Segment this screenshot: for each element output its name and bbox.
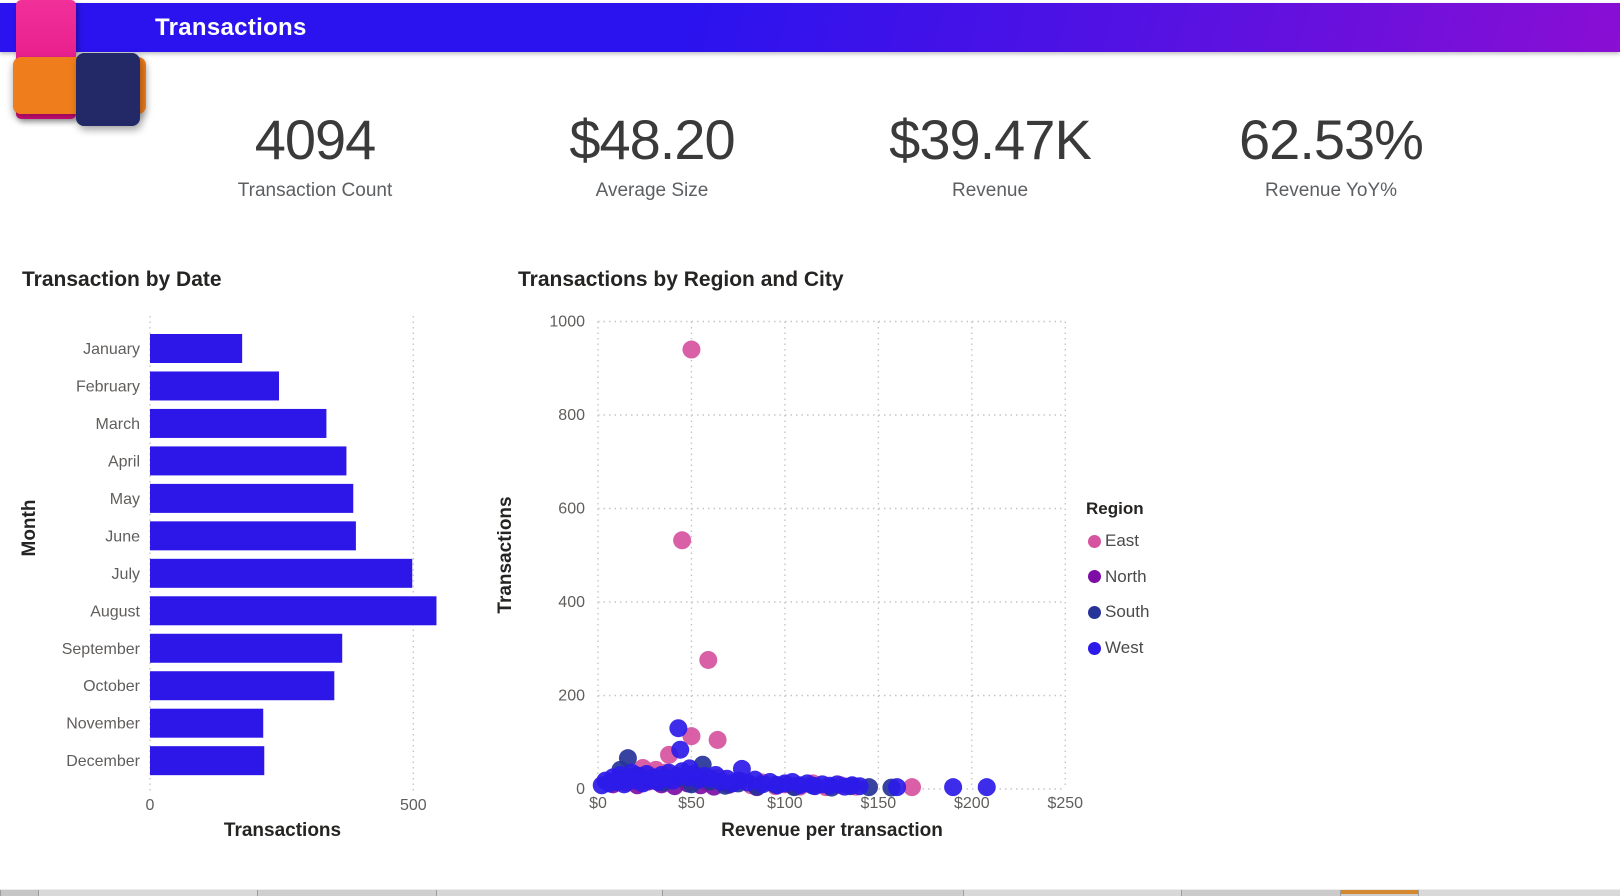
strip-segment-orange [1340,890,1418,896]
scatter-point-east[interactable] [699,650,718,669]
legend-label: West [1105,638,1144,658]
scatter-point-west[interactable] [669,719,688,738]
bar-august[interactable] [150,596,437,626]
scatter-y-tick: 600 [558,501,585,518]
kpi-value: 4094 [254,108,377,171]
bar-category-label: August [90,603,140,620]
kpi-label: Transaction Count [237,180,393,201]
legend-label: East [1105,531,1140,550]
scatter-point-east[interactable] [682,727,701,746]
logo-navy-square [76,53,140,126]
bar-november[interactable] [150,708,264,738]
bar-may[interactable] [150,483,354,513]
scatter-y-tick: 800 [558,407,585,424]
page-title: Transactions [155,13,307,41]
bar-june[interactable] [150,521,356,551]
scatter-y-tick: 0 [576,781,585,798]
scatter-x-tick: $100 [767,795,803,812]
bar-category-label: January [83,341,140,358]
bar-category-label: July [112,566,140,583]
legend-dot-icon [1088,534,1101,548]
scatter-x-axis-title: Revenue per transaction [721,820,943,841]
kpi-value: 62.53% [1239,108,1424,171]
bottom-content-edge-strip [0,889,1620,896]
bar-march[interactable] [150,408,327,438]
legend-title: Region [1086,499,1144,518]
strip-segment [38,890,257,896]
bar-category-label: March [96,416,140,433]
strip-segment [0,890,38,896]
bar-july[interactable] [150,558,413,588]
scatter-x-tick: $200 [954,795,990,812]
scatter-point-east[interactable] [682,340,701,359]
scatter-plot[interactable]: 1000 800 600 400 200 0$0 $50 $100 $150 $200 $250 [490,260,1200,870]
legend-dot-icon [1088,641,1101,655]
kpi-card-transaction-count[interactable]: 4094 Transaction Count [145,108,485,202]
legend-dot-icon [1088,605,1101,619]
kpi-card-revenue[interactable]: $39.47K Revenue [820,108,1160,202]
kpi-label: Revenue YoY% [1264,180,1398,201]
bar-category-label: December [66,753,140,770]
legend-item-north[interactable]: North [1088,567,1147,587]
bar-december[interactable] [150,746,265,776]
scatter-point-east[interactable] [902,778,921,797]
bar-april[interactable] [150,446,347,476]
bar-february[interactable] [150,371,280,401]
bar-september[interactable] [150,633,343,663]
kpi-value: $48.20 [569,108,735,171]
legend-dot-icon [1088,570,1101,584]
strip-segment [257,890,436,896]
strip-segment [1418,890,1620,896]
bar-october[interactable] [150,671,335,701]
strip-segment [436,890,662,896]
bar-category-label: May [110,491,140,508]
kpi-value: $39.47K [889,108,1092,171]
kpi-label: Average Size [595,180,709,201]
scatter-x-tick: $250 [1047,795,1083,812]
strip-segment [1181,890,1340,896]
legend-item-south[interactable]: South [1088,602,1149,622]
scatter-point-west[interactable] [944,778,963,797]
bar-chart-x-axis-title: Transactions [223,820,342,841]
bar-category-label: October [83,678,141,695]
scatter-point-east[interactable] [673,531,692,550]
bar-category-label: February [76,378,140,395]
bar-chart-plot[interactable]: 0 500 January February March April May June July… [0,260,480,860]
scatter-chart-title: Transactions by Region and City [518,268,844,291]
legend-label: South [1105,602,1150,622]
scatter-y-tick: 400 [558,594,585,611]
bar-x-tick: 0 [146,797,155,814]
bar-category-label: September [62,641,141,658]
kpi-card-revenue-yoy[interactable]: 62.53% Revenue YoY% [1161,108,1501,202]
strip-segment [662,890,963,896]
legend-item-west[interactable]: West [1088,638,1143,658]
scatter-x-tick: $0 [589,795,607,812]
bar-category-label: November [66,716,140,733]
bar-category-label: April [108,453,140,470]
scatter-point-west[interactable] [977,778,996,797]
bar-january[interactable] [150,334,243,363]
kpi-card-average-size[interactable]: $48.20 Average Size [482,108,822,202]
scatter-point-west[interactable] [888,778,907,797]
scatter-x-tick: $50 [678,795,705,812]
scatter-y-tick: 1000 [549,314,585,331]
strip-segment [963,890,1181,896]
header-bar: Transactions [0,3,1620,52]
scatter-x-tick: $150 [861,795,897,812]
legend-item-east[interactable]: East [1088,531,1139,551]
kpi-label: Revenue [951,180,1029,201]
bar-chart-title: Transaction by Date [22,268,222,291]
scatter-y-tick: 200 [558,688,585,705]
scatter-point-east[interactable] [708,730,727,749]
legend-label: North [1105,566,1147,586]
scatter-point-west[interactable] [671,740,690,759]
bar-category-label: June [105,528,140,545]
bar-x-tick: 500 [400,797,427,814]
scatter-point-west[interactable] [850,777,869,796]
